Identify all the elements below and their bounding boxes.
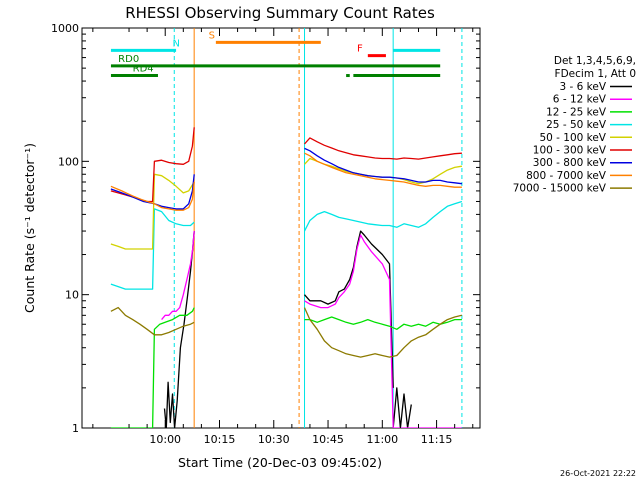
series-line-1-0: [161, 231, 195, 321]
x-tick-label-5: 11:15: [421, 433, 453, 446]
x-tick-label-0: 10:00: [149, 433, 181, 446]
x-axis-label: Start Time (20-Dec-03 09:45:02): [178, 455, 382, 470]
legend-header-0: Det 1,3,4,5,6,9,: [554, 55, 636, 67]
series-line-6-1: [304, 147, 462, 185]
flag-label-n: N: [172, 38, 179, 49]
y-tick-label-1: 10: [65, 289, 79, 302]
series-line-2-0: [110, 307, 195, 428]
series-line-1-1: [304, 234, 394, 428]
axes: 1 10 100 1000 10:00 10:15 10:30 10:45 11:00 11:15: [51, 22, 480, 446]
x-tick-label-1: 10:15: [204, 433, 236, 446]
legend-header-1: FDecim 1, Att 0: [555, 68, 636, 80]
series-line-0-1: [304, 230, 394, 388]
legend-label-4: 50 - 100 keV: [539, 132, 606, 144]
flag-label-f: F: [357, 44, 363, 55]
footer-timestamp: 26-Oct-2021 22:22: [560, 469, 636, 478]
flag-label-s: S: [209, 30, 215, 41]
series-line-7-1: [304, 152, 462, 188]
legend-label-0: 3 - 6 keV: [559, 81, 606, 93]
series-line-4-0: [110, 173, 195, 250]
series-line-5-1: [304, 137, 462, 160]
legend-label-1: 6 - 12 keV: [553, 94, 607, 106]
x-tick-label-2: 10:30: [258, 433, 290, 446]
series-line-3-1: [303, 200, 463, 232]
series-line-2-1: [304, 316, 462, 330]
y-axis-label: Count Rate (s⁻¹ detector⁻¹): [22, 143, 37, 313]
series-line-3-0: [110, 208, 195, 290]
series-line-7-0: [110, 181, 195, 211]
series-line-8-0: [110, 306, 195, 336]
legend-label-8: 7000 - 15000 keV: [513, 183, 607, 195]
series-lines: [110, 127, 463, 428]
y-tick-label-3: 1000: [51, 22, 79, 35]
series-line-8-1: [303, 307, 463, 358]
legend-label-6: 300 - 800 keV: [533, 157, 607, 169]
legend: Det 1,3,4,5,6,9,FDecim 1, Att 03 - 6 keV…: [513, 55, 636, 195]
legend-label-2: 12 - 25 keV: [546, 106, 607, 118]
chart-title: RHESSI Observing Summary Count Rates: [125, 4, 435, 22]
x-tick-label-4: 11:00: [366, 433, 398, 446]
legend-label-3: 25 - 50 keV: [546, 119, 607, 131]
plot-frame: [81, 27, 481, 429]
legend-label-7: 800 - 7000 keV: [526, 170, 607, 182]
series-line-5-0: [110, 127, 195, 203]
y-tick-label-0: 1: [72, 422, 79, 435]
flag-label-rd4: RD4: [133, 64, 154, 75]
legend-label-5: 100 - 300 keV: [533, 145, 607, 157]
series-line-0-0: [163, 231, 195, 428]
flag-label-rd0: RD0: [118, 54, 139, 65]
series-line-6-0: [110, 174, 195, 210]
y-tick-label-2: 100: [58, 155, 79, 168]
series-line-0-2: [392, 387, 412, 428]
x-tick-label-3: 10:45: [312, 433, 344, 446]
vertical-markers: [173, 28, 463, 428]
